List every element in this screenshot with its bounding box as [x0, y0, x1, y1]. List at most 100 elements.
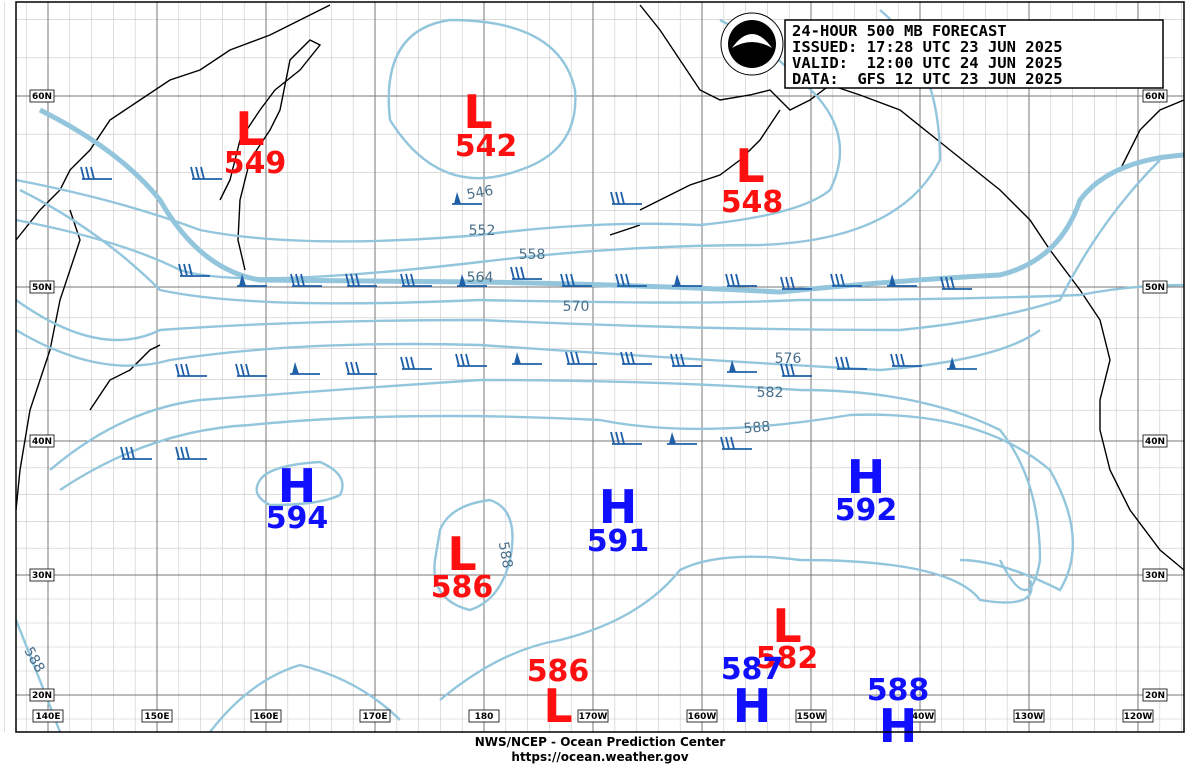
system-value: 588	[867, 673, 930, 708]
barb-feather	[615, 431, 620, 445]
lat-label-box	[1142, 568, 1168, 582]
barb-feather	[290, 273, 295, 287]
lat-label-box	[29, 89, 55, 103]
wind-barb	[175, 446, 207, 460]
barb-feather	[835, 273, 840, 287]
barb-feather	[830, 273, 835, 287]
coastline	[89, 344, 161, 411]
lon-label-box	[686, 709, 718, 723]
barb-feather	[345, 361, 350, 375]
barb-feather	[460, 353, 465, 367]
barb-feather	[80, 166, 85, 180]
contour-label: 576	[775, 351, 802, 367]
barb-feather	[790, 363, 795, 377]
barb-feather	[785, 276, 790, 290]
barb-feather	[560, 273, 565, 287]
lat-label: 60N	[1145, 92, 1165, 102]
system-letter: L	[543, 679, 572, 733]
wind-barb	[890, 353, 922, 367]
wind-barb	[830, 273, 862, 287]
barb-pennant	[674, 274, 681, 286]
barb-feather	[400, 273, 405, 287]
barb-feather	[675, 353, 680, 367]
lon-label-box	[468, 709, 500, 723]
header-line: VALID: 12:00 UTC 24 JUN 2025	[792, 54, 1063, 72]
wind-barb	[345, 361, 377, 375]
wind-barb	[400, 273, 432, 287]
contour-label: 582	[757, 385, 784, 401]
system-value: 549	[224, 146, 287, 181]
barb-feather	[350, 361, 355, 375]
wind-barb	[780, 363, 812, 377]
barb-feather	[188, 263, 193, 277]
barb-feather	[680, 353, 685, 367]
lat-label-box	[29, 280, 55, 294]
barb-feather	[840, 273, 845, 287]
system-value: 542	[455, 129, 518, 164]
wind-barb	[237, 274, 267, 287]
system-value: 548	[721, 185, 784, 220]
coastline	[609, 109, 781, 236]
barb-feather	[180, 446, 185, 460]
system-letter: H	[847, 450, 886, 504]
coastline	[1119, 99, 1185, 171]
header-line: 24-HOUR 500 MB FORECAST	[792, 22, 1007, 40]
lon-label-box	[141, 709, 173, 723]
wind-barb	[235, 363, 267, 377]
barb-feather	[130, 446, 135, 460]
coastline	[639, 4, 1185, 571]
wind-barb	[455, 353, 487, 367]
barb-pennant	[239, 274, 246, 286]
barb-feather	[520, 266, 525, 280]
barb-feather	[845, 356, 850, 370]
barb-feather	[615, 273, 620, 287]
contour	[15, 9, 942, 280]
barb-pennant	[292, 362, 299, 374]
wind-barb	[610, 431, 642, 445]
barb-feather	[620, 273, 625, 287]
wind-barb	[672, 274, 702, 287]
barb-feather	[940, 276, 945, 290]
barb-pennant	[949, 357, 956, 369]
contour	[387, 18, 577, 180]
contour	[49, 378, 1042, 592]
barb-feather	[355, 361, 360, 375]
barb-pennant	[454, 192, 461, 204]
barb-feather	[835, 356, 840, 370]
footer-title: NWS/NCEP - Ocean Prediction Center	[475, 735, 726, 749]
lat-label: 50N	[32, 283, 52, 293]
contour-label: 570	[563, 299, 590, 315]
lon-label-box	[1122, 709, 1154, 723]
barb-feather	[785, 363, 790, 377]
lon-label-box	[1013, 709, 1045, 723]
wind-barb	[610, 191, 642, 205]
barb-feather	[945, 276, 950, 290]
barb-feather	[125, 446, 130, 460]
system-letter: H	[278, 459, 317, 513]
system-value: 594	[266, 501, 329, 536]
lat-label: 30N	[32, 571, 52, 581]
lon-label: 170E	[363, 712, 388, 722]
contour-label: 558	[519, 247, 546, 263]
barb-feather	[620, 431, 625, 445]
noaa-gull	[732, 34, 772, 48]
wind-barb	[457, 274, 487, 287]
system-value: 582	[756, 641, 819, 676]
barb-feather	[890, 353, 895, 367]
wind-barb	[452, 192, 482, 205]
contour-label: 588	[743, 419, 771, 437]
barb-feather	[725, 273, 730, 287]
lat-label-box	[1142, 89, 1168, 103]
lon-label: 150E	[145, 712, 170, 722]
wind-barb	[120, 446, 152, 460]
system-value: 587	[721, 652, 784, 687]
lon-label: 140E	[36, 712, 61, 722]
barb-feather	[190, 166, 195, 180]
lon-label: 130W	[1015, 712, 1044, 722]
barb-feather	[410, 356, 415, 370]
system-letter: L	[772, 599, 801, 653]
barb-feather	[510, 266, 515, 280]
lon-label-box	[904, 709, 936, 723]
barb-feather	[895, 353, 900, 367]
